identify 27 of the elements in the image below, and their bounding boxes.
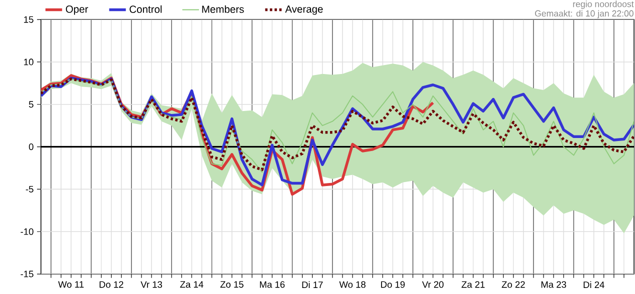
x-tick-label: Ma 16: [260, 281, 285, 288]
text: regio noordoost: [573, 0, 634, 10]
y-tick-label: 5: [28, 101, 34, 108]
legend-label: Average: [285, 6, 323, 15]
legend-label: Control: [130, 6, 162, 14]
legend-label: Oper: [66, 6, 88, 15]
x-tick-label: Za 21: [462, 281, 485, 288]
y-tick-label: -10: [20, 228, 34, 236]
legend-label: Members: [202, 6, 244, 14]
text: Gemaakt: di 10 jan 22:00: [535, 10, 634, 18]
x-tick-label: Zo 15: [220, 281, 244, 288]
y-tick-label: -5: [26, 186, 34, 193]
y-tick-label: 15: [24, 16, 34, 24]
y-tick-label: -15: [20, 270, 34, 278]
y-tick-label: 0: [28, 144, 34, 150]
x-tick-label: Wo 11: [58, 281, 84, 288]
x-tick-label: Do 12: [100, 281, 124, 288]
x-tick-label: Ma 23: [541, 281, 566, 288]
x-tick-label: Vr 20: [422, 281, 444, 288]
x-tick-label: Do 19: [381, 281, 405, 288]
y-tick-label: 10: [24, 58, 34, 66]
x-tick-label: Di 24: [584, 281, 604, 288]
x-tick-label: Wo 18: [339, 281, 366, 288]
x-tick-label: Za 14: [180, 281, 204, 288]
x-tick-label: Zo 22: [502, 281, 525, 288]
x-tick-label: Vr 13: [140, 281, 162, 288]
x-tick-label: Di 17: [302, 281, 323, 288]
